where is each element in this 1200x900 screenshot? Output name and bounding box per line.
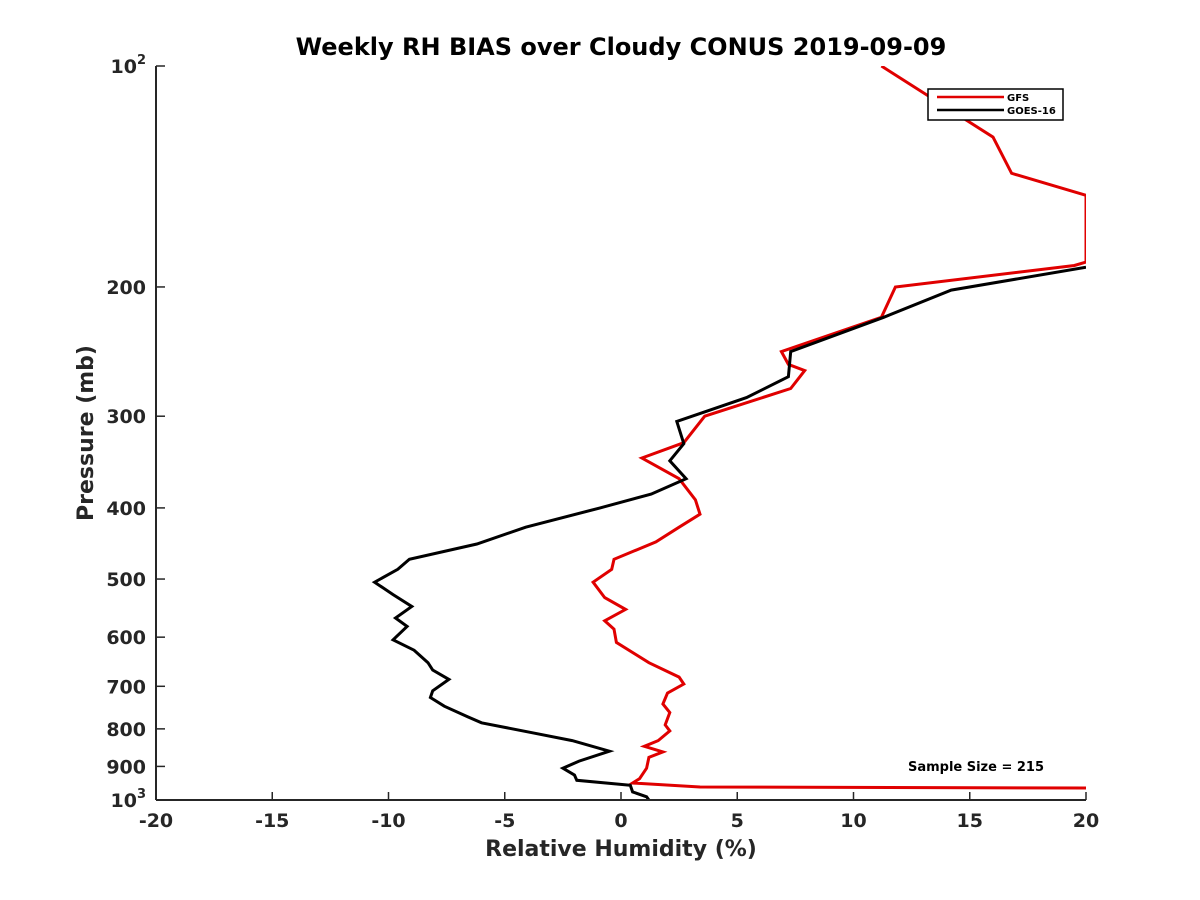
- y-tick-label: 102: [111, 53, 147, 78]
- x-tick-label: 20: [1073, 810, 1099, 832]
- y-tick-label: 600: [106, 627, 146, 649]
- x-tick-label: 5: [731, 810, 744, 832]
- x-tick-label: -20: [139, 810, 173, 832]
- x-tick-label: 10: [840, 810, 866, 832]
- y-tick-label: 400: [106, 498, 146, 520]
- x-axis-ticks: -20 -15 -10 -5 0 5 10 15 20: [139, 792, 1099, 832]
- x-tick-label: -10: [371, 810, 405, 832]
- plot-area: -20 -15 -10 -5 0 5 10 15 20 102 200 300 400 500 600 70…: [106, 53, 1099, 832]
- x-tick-label: -5: [494, 810, 515, 832]
- x-axis-label: Relative Humidity (%): [485, 837, 757, 862]
- x-tick-label: -15: [255, 810, 289, 832]
- legend-box: [927, 88, 1064, 121]
- legend: GFS GOES-16: [927, 88, 1064, 121]
- y-axis-ticks: 102 200 300 400 500 600 700 800 900 103: [106, 53, 165, 812]
- y-tick-label: 200: [106, 277, 146, 299]
- series-line-gfs: [590, 66, 1086, 790]
- legend-label-gfs: GFS: [1007, 93, 1029, 104]
- x-tick-label: 15: [957, 810, 983, 832]
- sample-size-annotation: Sample Size = 215: [908, 760, 1044, 775]
- y-tick-label: 300: [106, 406, 146, 428]
- x-tick-label: 0: [614, 810, 627, 832]
- y-tick-label: 900: [106, 756, 146, 778]
- y-tick-label: 103: [111, 787, 147, 812]
- legend-label-goes-16: GOES-16: [1007, 106, 1056, 117]
- y-tick-label: 500: [106, 569, 146, 591]
- y-tick-label: 700: [106, 676, 146, 698]
- y-axis-label: Pressure (mb): [74, 345, 99, 521]
- series-layer: [371, 66, 1086, 800]
- series-line-goes-16: [371, 265, 1086, 800]
- chart-title: Weekly RH BIAS over Cloudy CONUS 2019-09…: [296, 33, 947, 61]
- y-tick-label: 800: [106, 719, 146, 741]
